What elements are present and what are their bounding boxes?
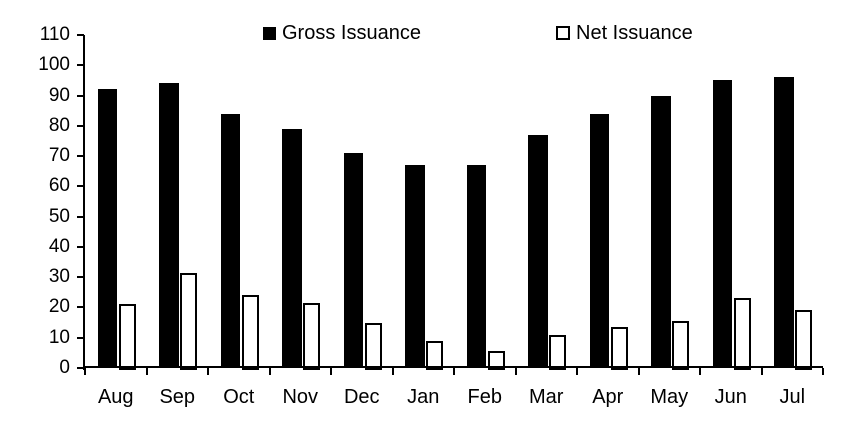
x-category-label-aug: Aug — [97, 386, 134, 408]
bar-gross-oct — [220, 113, 240, 368]
x-category-label-feb: Feb — [467, 386, 502, 408]
y-tick-mark-10 — [77, 336, 84, 339]
x-tick-mark-9 — [637, 368, 640, 375]
x-category-label-dec: Dec — [343, 386, 380, 408]
x-tick-mark-7 — [514, 368, 517, 375]
y-tick-mark-80 — [77, 124, 84, 127]
x-axis-line — [83, 366, 823, 368]
y-tick-label-110: 110 — [39, 24, 70, 45]
bar-net-may — [672, 321, 689, 370]
y-tick-label-20: 20 — [48, 296, 70, 318]
y-tick-label-80: 80 — [48, 114, 70, 136]
y-tick-label-10: 10 — [48, 326, 70, 348]
x-tick-mark-10 — [699, 368, 701, 375]
bar-gross-may — [651, 95, 671, 368]
y-tick-mark-20 — [77, 306, 84, 309]
bar-gross-jun — [712, 80, 732, 368]
bar-net-aug — [118, 304, 136, 370]
y-tick-label-90: 90 — [48, 84, 70, 106]
y-tick-label-100: 100 — [38, 54, 70, 76]
y-tick-mark-90 — [77, 94, 84, 97]
x-tick-mark-2 — [207, 368, 209, 375]
bar-gross-sep — [159, 83, 179, 368]
x-tick-mark-11 — [760, 368, 763, 375]
y-tick-mark-30 — [77, 276, 84, 279]
y-tick-mark-100 — [77, 64, 84, 67]
x-category-label-jun: Jun — [714, 386, 747, 408]
y-tick-mark-110 — [77, 34, 84, 36]
bar-gross-aug — [97, 89, 117, 368]
y-axis-line — [83, 35, 85, 370]
bar-net-oct — [241, 295, 259, 370]
bar-net-jun — [733, 298, 751, 370]
legend-label-net-issuance: Net Issuance — [576, 22, 693, 44]
x-category-label-mar: Mar — [529, 386, 564, 408]
y-tick-label-60: 60 — [48, 175, 70, 197]
x-tick-mark-1 — [145, 368, 148, 375]
y-tick-mark-40 — [77, 245, 84, 248]
net-issuance-swatch — [556, 26, 570, 40]
bar-net-feb — [487, 351, 505, 370]
bar-net-apr — [610, 327, 628, 370]
y-tick-mark-70 — [77, 155, 84, 158]
x-tick-mark-6 — [453, 368, 455, 375]
x-tick-mark-12 — [822, 368, 824, 375]
x-category-label-oct: Oct — [223, 386, 255, 408]
bar-net-mar — [549, 334, 566, 370]
bar-gross-dec — [343, 153, 363, 368]
y-tick-label-0: 0 — [59, 357, 70, 378]
x-tick-mark-0 — [84, 368, 86, 375]
y-tick-mark-0 — [77, 367, 84, 369]
legend-item-net-issuance: Net Issuance — [556, 23, 693, 43]
gross-issuance-swatch — [263, 26, 276, 40]
x-category-label-sep: Sep — [159, 386, 196, 408]
x-category-label-jul: Jul — [779, 386, 806, 408]
x-category-label-may: May — [650, 386, 689, 408]
chart-legend: Gross Issuance Net Issuance — [0, 0, 852, 50]
x-tick-mark-4 — [330, 368, 332, 375]
bar-net-jul — [795, 310, 812, 370]
y-tick-label-50: 50 — [48, 205, 70, 227]
bar-net-jan — [426, 340, 443, 370]
y-tick-mark-60 — [77, 185, 84, 188]
x-category-label-jan: Jan — [407, 386, 440, 408]
bar-gross-apr — [589, 113, 609, 368]
bar-gross-nov — [282, 128, 302, 368]
bar-net-sep — [180, 272, 197, 370]
x-tick-mark-5 — [391, 368, 394, 375]
y-tick-mark-50 — [77, 215, 84, 218]
y-tick-label-40: 40 — [48, 235, 70, 257]
bar-gross-feb — [466, 165, 486, 368]
legend-label-gross-issuance: Gross Issuance — [282, 22, 421, 44]
bar-net-dec — [364, 322, 382, 370]
y-tick-label-70: 70 — [48, 145, 70, 167]
bar-gross-jan — [405, 165, 425, 368]
bar-net-nov — [303, 302, 320, 370]
x-tick-mark-3 — [268, 368, 271, 375]
x-category-label-apr: Apr — [592, 386, 624, 408]
bar-gross-jul — [774, 77, 794, 368]
bar-gross-mar — [528, 134, 548, 368]
y-tick-label-30: 30 — [48, 266, 70, 288]
x-tick-mark-8 — [576, 368, 578, 375]
x-category-label-nov: Nov — [282, 386, 319, 408]
legend-item-gross-issuance: Gross Issuance — [263, 23, 421, 43]
